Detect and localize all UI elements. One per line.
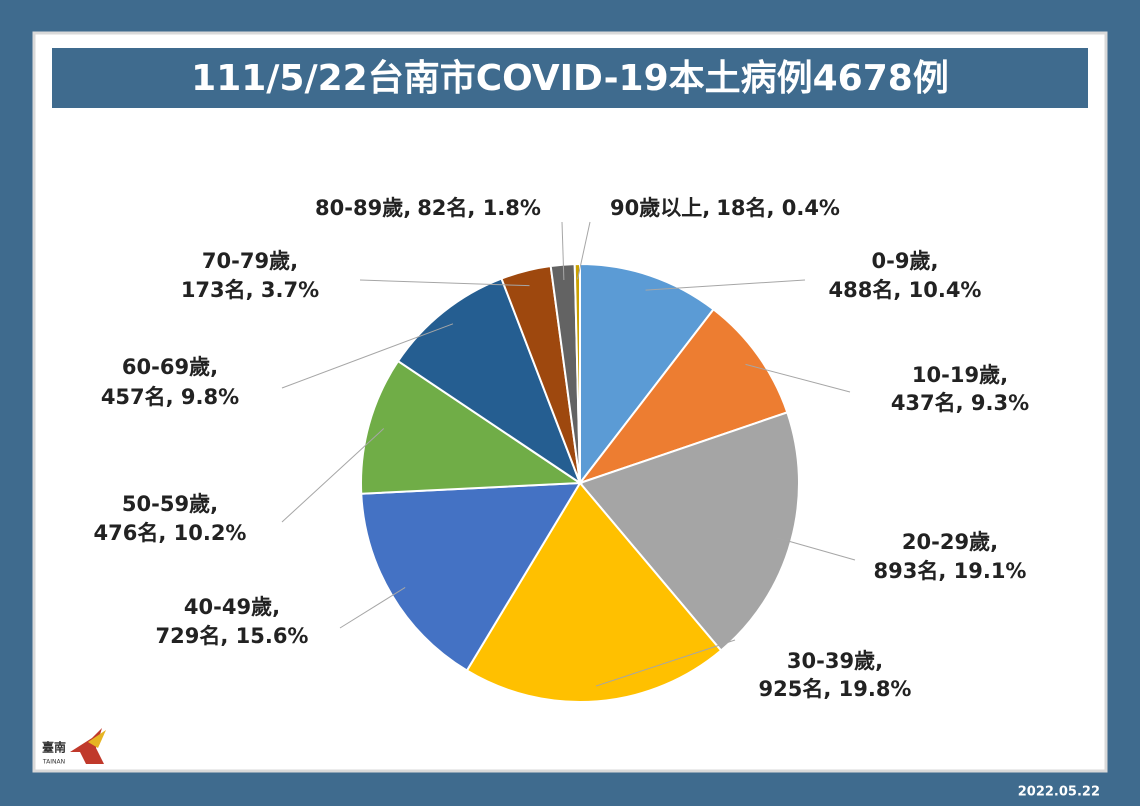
category-label: 60-69歲, [122,355,218,379]
leader-line [281,323,454,389]
logo-subtext: TAINAN [42,759,65,766]
pie-slice [579,262,715,486]
leader-line [577,221,591,280]
category-label: 0-9歲, [872,249,939,273]
leader-line [281,428,385,523]
data-label: 90歲以上, 18名, 0.4% [610,196,840,220]
data-label: 80-89歲, 82名, 1.8% [315,196,541,220]
category-label: 20-29歲, [902,530,998,554]
pie-slice [573,262,581,484]
category-label: 70-79歲, [202,249,298,273]
category-label: 80-89歲, [315,196,411,220]
logo-text: 臺南 [42,740,66,755]
date: 2022.05.22 [1018,785,1100,800]
leader-line [776,537,856,561]
leader-line [339,587,406,629]
value-label: 173名, 3.7% [181,278,319,302]
category-label: 30-39歲, [787,649,883,673]
value-label: 82名, 1.8% [417,196,541,220]
value-label: 18名, 0.4% [716,196,840,220]
value-label: 476名, 10.2% [94,521,247,545]
value-label: 437名, 9.3% [891,391,1029,415]
pie-slice [396,277,583,486]
leader-line [359,279,530,287]
pie-slice [577,307,789,486]
category-label: 10-19歲, [912,363,1008,387]
pie-slice [360,359,584,495]
logo-icon [88,730,106,748]
value-label: 729名, 15.6% [156,624,309,648]
chart-title: 111/5/22台南市COVID-19本土病例4678例 [191,58,949,99]
title-bar [52,48,1088,108]
value-label: 488名, 10.4% [829,278,982,302]
pie-slice [465,481,723,703]
leader-line [745,363,851,393]
category-label: 40-49歲, [184,595,280,619]
value-label: 893名, 19.1% [874,559,1027,583]
category-label: 90歲以上, [610,196,710,220]
leader-line [645,279,806,291]
leader-line [561,221,565,280]
leader-line [595,639,736,687]
category-label: 50-59歲, [122,492,218,516]
value-label: 457名, 9.8% [101,385,239,409]
value-label: 925名, 19.8% [759,677,912,701]
